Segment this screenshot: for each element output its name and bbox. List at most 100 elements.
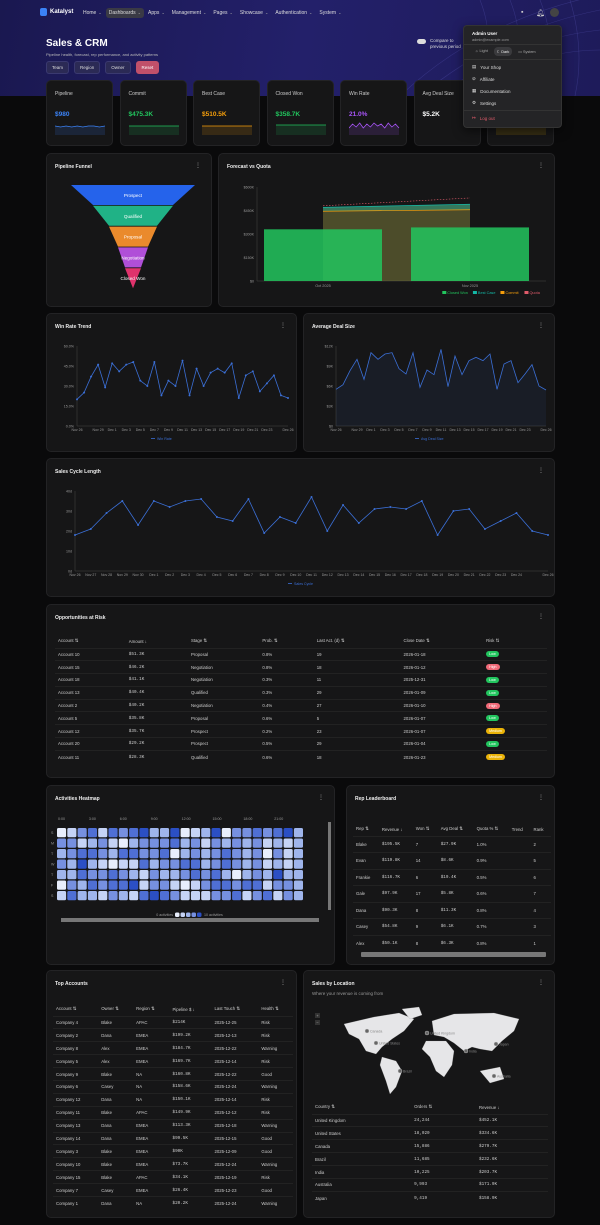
table-row[interactable]: Company 11 Blake APAC $149.9K 2025-12-12 Risk	[53, 1105, 293, 1120]
more-icon[interactable]: ⋮	[538, 795, 544, 801]
column-header[interactable]: Risk ⇅	[483, 635, 547, 648]
avatar[interactable]	[550, 8, 559, 17]
more-icon[interactable]: ⋮	[538, 980, 544, 986]
column-header[interactable]: Quota % ⇅	[474, 823, 509, 836]
table-row[interactable]: Company 12 Dana NA $150.1K 2025-12-14 Risk	[53, 1092, 293, 1107]
table-row[interactable]: Company 3 Blake EMEA $90K 2025-12-09 Good	[53, 1144, 293, 1158]
nav-dashboards[interactable]: Dashboards ⌄	[105, 8, 145, 18]
table-row[interactable]: Account 5 $35.8K Proposal 0.6% 5 2026-01-07 Lo…	[55, 711, 547, 725]
table-row[interactable]: Brazil 11,685 $232.6K	[312, 1152, 548, 1166]
horizontal-scrollbar[interactable]	[61, 918, 319, 922]
column-header[interactable]: Last Touch ⇅	[211, 1003, 258, 1016]
theme-dark-button[interactable]: ☾ Dark	[493, 47, 513, 56]
menu-affiliate[interactable]: ⊘ Affiliate	[472, 76, 495, 82]
column-header[interactable]: Rep ⇅	[353, 823, 379, 836]
table-row[interactable]: Japan 9,419 $158.9K	[312, 1190, 548, 1205]
compare-toggle[interactable]	[417, 39, 426, 44]
column-header[interactable]: Account ⇅	[53, 1003, 98, 1016]
table-row[interactable]: United States 18,020 $334.6K	[312, 1126, 548, 1140]
table-row[interactable]: United Kingdom 24,244 $452.1K	[312, 1113, 548, 1127]
menu-documentation[interactable]: ▦ Documentation	[472, 88, 511, 94]
nav-system[interactable]: System ⌄	[316, 8, 344, 18]
menu-your-shop[interactable]: ▤ Your Shop	[472, 64, 502, 70]
more-icon[interactable]: ⋮	[318, 795, 324, 801]
more-icon[interactable]: ⋮	[538, 468, 544, 474]
location-marker[interactable]: Japan	[493, 1041, 509, 1047]
column-header[interactable]: Stage ⇅	[188, 635, 259, 648]
table-row[interactable]: Gale $97.9K 17 $5.8K 0.6% 7	[353, 885, 551, 902]
location-marker[interactable]: Australia	[491, 1073, 511, 1079]
column-header[interactable]: Rank	[531, 823, 551, 836]
column-header[interactable]: Revenue ↓	[476, 1101, 548, 1114]
nav-home[interactable]: Home ⌄	[80, 8, 105, 18]
column-header[interactable]: Country ⇅	[312, 1101, 411, 1114]
table-row[interactable]: India 10,225 $203.7K	[312, 1165, 548, 1179]
table-row[interactable]: Company 5 Alex EMEA $169.7K 2025-12-14 Risk	[53, 1054, 293, 1068]
column-header[interactable]: Won ⇅	[413, 823, 438, 836]
column-header[interactable]: Avg Deal ⇅	[438, 823, 474, 836]
table-row[interactable]: Company 1 Dana NA $20.2K 2025-12-24 Warning	[53, 1195, 293, 1210]
filter-team-button[interactable]: Team	[46, 61, 70, 74]
more-icon[interactable]: ⋮	[280, 980, 286, 986]
logo[interactable]: Katalyst	[40, 8, 73, 16]
column-header[interactable]: Prob. ⇅	[259, 635, 313, 648]
table-row[interactable]: Account 20 $29.2K Prospect 0.5% 29 2026-01-04…	[55, 737, 547, 751]
reset-button[interactable]: Reset	[135, 61, 160, 74]
table-row[interactable]: Company 4 Blake APAC $214K 2025-12-25 Risk	[53, 1015, 293, 1029]
column-header[interactable]: Health ⇅	[258, 1003, 293, 1016]
menu-settings[interactable]: ⚙ Settings	[472, 100, 497, 106]
flag-icon[interactable]: ▪	[521, 9, 524, 16]
nav-pages[interactable]: Pages ⌄	[210, 8, 236, 18]
table-row[interactable]: Company 7 Casey EMEA $26.4K 2025-12-23 Good	[53, 1183, 293, 1197]
column-header[interactable]: Trend	[509, 823, 531, 836]
zoom-in-button[interactable]: +	[315, 1013, 320, 1018]
column-header[interactable]: Pipeline $ ↓	[169, 1003, 211, 1016]
more-icon[interactable]: ⋮	[538, 163, 544, 169]
horizontal-scrollbar[interactable]	[361, 952, 546, 957]
table-row[interactable]: Dana $90.3K 8 $11.3K 0.8% 4	[353, 901, 551, 919]
table-row[interactable]: Account 12 $35.7K Prospect 0.2% 23 2026-01-07…	[55, 724, 547, 738]
column-header[interactable]: Close Date ⇅	[401, 635, 484, 648]
location-marker[interactable]: United States	[373, 1040, 400, 1046]
more-icon[interactable]: ⋮	[538, 323, 544, 329]
table-row[interactable]: Account 18 $41.1K Negotiation 0.3% 11 2025-12…	[55, 673, 547, 687]
table-row[interactable]: Company 13 Dana EMEA $113.3K 2025-12-18 Warni…	[53, 1118, 293, 1133]
location-marker[interactable]: Canada	[364, 1028, 382, 1034]
world-map[interactable]: Canada United States Brazil United Kingdom I…	[304, 999, 556, 1094]
nav-apps[interactable]: Apps ⌄	[145, 8, 168, 18]
location-marker[interactable]: Brazil	[397, 1068, 412, 1074]
table-row[interactable]: Frankie $116.7K 6 $19.4K 0.5% 6	[353, 868, 551, 886]
more-icon[interactable]: ⋮	[195, 163, 201, 169]
location-marker[interactable]: India	[463, 1048, 477, 1054]
filter-region-button[interactable]: Region	[74, 61, 101, 74]
location-marker[interactable]: United Kingdom	[424, 1030, 455, 1036]
column-header[interactable]: Owner ⇅	[98, 1003, 133, 1016]
more-icon[interactable]: ⋮	[538, 614, 544, 620]
theme-light-button[interactable]: ☼ Light	[475, 49, 488, 53]
table-row[interactable]: Company 6 Casey NA $158.6K 2025-12-24 Warning	[53, 1079, 293, 1094]
column-header[interactable]: Account ⇅	[55, 635, 126, 648]
table-row[interactable]: Casey $54.8K 9 $6.1K 0.7% 3	[353, 918, 551, 935]
table-row[interactable]: Company 10 Blake EMEA $73.7K 2025-12-24 Warni…	[53, 1157, 293, 1171]
column-header[interactable]: Last Act. (d) ⇅	[314, 635, 401, 648]
table-row[interactable]: Company 15 Blake APAC $34.1K 2025-12-19 Risk	[53, 1170, 293, 1184]
column-header[interactable]: Region ⇅	[133, 1003, 169, 1016]
menu-logout[interactable]: ↦ Log out	[472, 115, 495, 121]
table-row[interactable]: Account 2 $40.2K Negotiation 0.4% 27 2026-01-…	[55, 698, 547, 712]
table-row[interactable]: Evan $119.8K 14 $8.6K 0.9% 5	[353, 852, 551, 869]
table-row[interactable]: Company 2 Dana EMEA $199.2K 2025-12-13 Risk	[53, 1028, 293, 1042]
table-row[interactable]: Account 10 $51.3K Proposal 0.8% 19 2026-01-18…	[55, 647, 547, 661]
theme-system-button[interactable]: ▭ System	[518, 50, 536, 54]
table-row[interactable]: Company 8 Alex EMEA $184.7K 2025-12-22 Warnin…	[53, 1041, 293, 1055]
table-row[interactable]: Company 14 Dana EMEA $99.5K 2025-12-15 Good	[53, 1131, 293, 1145]
vertical-scrollbar[interactable]	[328, 822, 331, 910]
table-row[interactable]: Account 15 $46.2K Negotiation 0.8% 18 2026-01…	[55, 660, 547, 674]
nav-authentication[interactable]: Authentication ⌄	[272, 8, 315, 18]
nav-showcase[interactable]: Showcase ⌄	[237, 8, 271, 18]
table-row[interactable]: Blake $195.5K 7 $27.9K 1.0% 2	[353, 835, 551, 853]
table-row[interactable]: Canada 15,886 $279.7K	[312, 1139, 548, 1153]
table-row[interactable]: Australia 9,993 $171.9K	[312, 1177, 548, 1192]
bell-icon[interactable]: 🔔︎	[536, 10, 545, 17]
table-row[interactable]: Alex $50.1K 8 $6.3K 0.8% 1	[353, 934, 551, 952]
column-header[interactable]: Amount ↓	[126, 635, 188, 648]
